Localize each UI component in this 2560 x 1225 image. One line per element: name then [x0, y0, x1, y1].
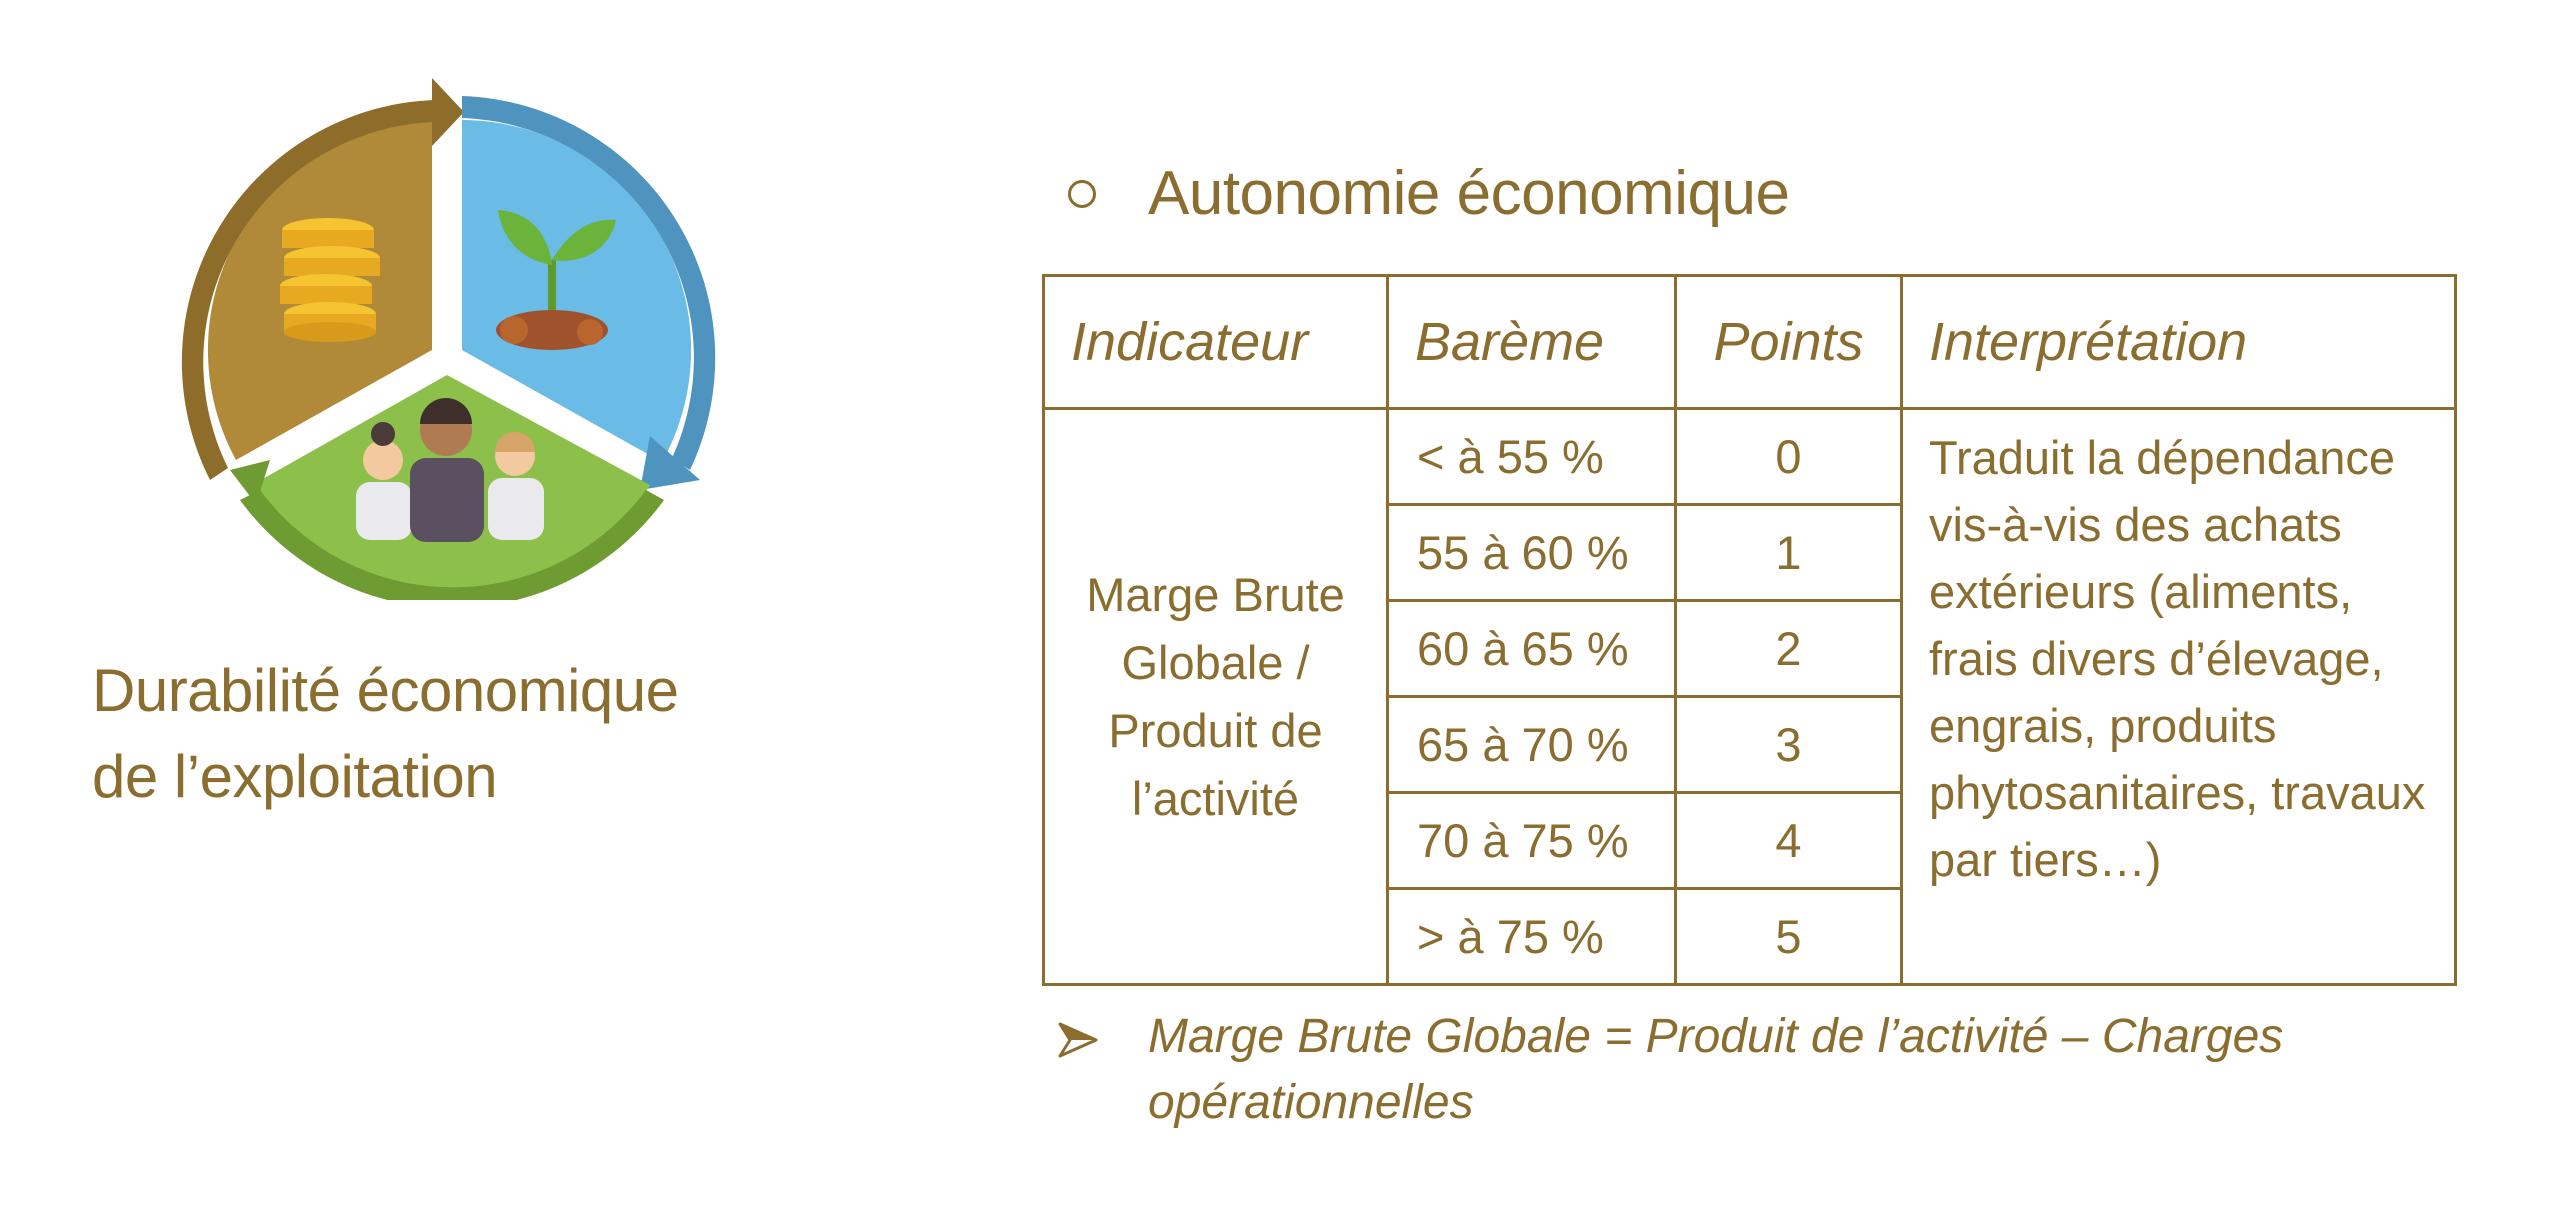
- formula-text: Marge Brute Globale = Produit de l’activ…: [1148, 1010, 2284, 1129]
- bareme-cell: > à 75 %: [1386, 887, 1677, 986]
- table-row: 60 à 65 % 2: [1044, 599, 2456, 698]
- formula-note: Marge Brute Globale = Produit de l’activ…: [1058, 1004, 2358, 1136]
- points-cell: 0: [1674, 407, 1903, 506]
- table-row: 70 à 75 % 4: [1044, 791, 2456, 890]
- points-cell: 4: [1674, 791, 1903, 890]
- points-cell: 5: [1674, 887, 1903, 986]
- left-title-line1: Durabilité économique: [92, 657, 679, 724]
- header-bareme: Barème: [1386, 274, 1677, 410]
- points-cell: 1: [1674, 503, 1903, 602]
- environmental-segment: [462, 96, 716, 490]
- plant-icon: [496, 210, 616, 350]
- table-row: 65 à 70 % 3: [1044, 695, 2456, 794]
- arrowhead-icon: [1058, 1022, 1098, 1058]
- table-row: > à 75 % 5: [1044, 887, 2456, 986]
- points-cell: 2: [1674, 599, 1903, 698]
- table-row: 55 à 60 % 1: [1044, 503, 2456, 602]
- bareme-cell: 60 à 65 %: [1386, 599, 1677, 698]
- people-icon: [356, 398, 544, 542]
- header-interpretation: Interprétation: [1900, 274, 2457, 410]
- bareme-cell: 70 à 75 %: [1386, 791, 1677, 890]
- coins-icon: [280, 218, 380, 342]
- bareme-cell: 65 à 70 %: [1386, 695, 1677, 794]
- section-heading: Autonomie économique: [1068, 158, 1790, 229]
- left-title-line2: de l’exploitation: [92, 743, 498, 810]
- interpretation-cell: Traduit la dépendance vis-à-vis des acha…: [1900, 407, 2457, 986]
- section-heading-text: Autonomie économique: [1148, 159, 1790, 228]
- bareme-cell: 55 à 60 %: [1386, 503, 1677, 602]
- sustainability-cycle-graphic: [181, 78, 716, 600]
- points-cell: 3: [1674, 695, 1903, 794]
- scoring-table: Indicateur Barème Points Interprétation …: [1042, 274, 2457, 986]
- indicator-cell: Marge Brute Globale / Produit de l’activ…: [1042, 407, 1389, 986]
- left-title: Durabilité économique de l’exploitation: [92, 648, 852, 820]
- header-points: Points: [1674, 274, 1903, 410]
- header-indicateur: Indicateur: [1042, 274, 1389, 410]
- table-header-row: Indicateur Barème Points Interprétation: [1042, 274, 2457, 410]
- table-row: Marge Brute Globale / Produit de l’activ…: [1042, 407, 2457, 986]
- circle-bullet-icon: [1068, 179, 1096, 208]
- bareme-cell: < à 55 %: [1386, 407, 1677, 506]
